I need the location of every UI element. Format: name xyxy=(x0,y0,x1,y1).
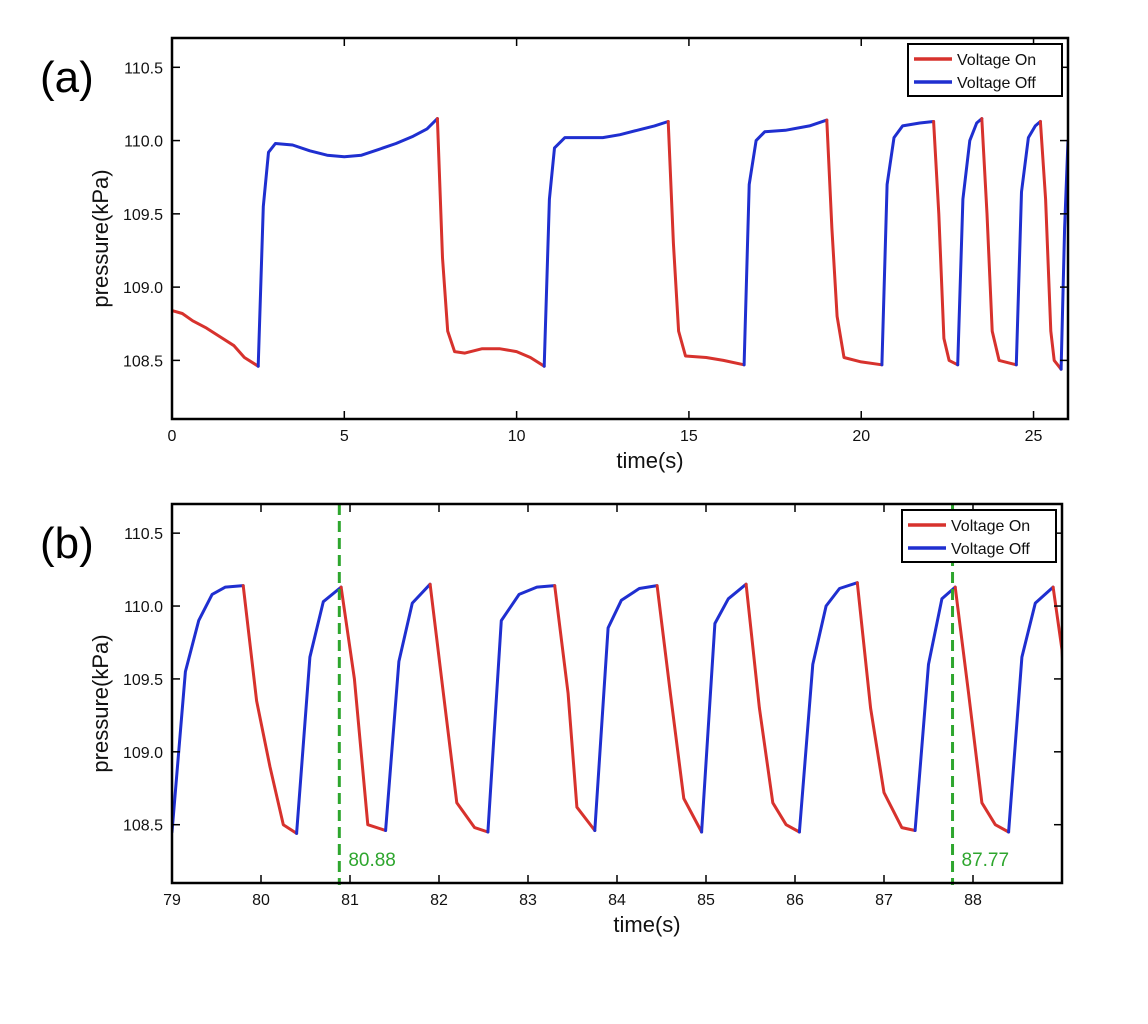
series-segment-off xyxy=(384,582,432,832)
series-segment-on xyxy=(953,585,1011,834)
legend-label: Voltage On xyxy=(957,52,1036,69)
y-tick-label: 110.0 xyxy=(124,134,163,151)
series-segment-on xyxy=(655,584,704,834)
x-tick-label: 25 xyxy=(1025,428,1043,445)
y-tick-label: 108.5 xyxy=(123,353,163,370)
legend-label: Voltage Off xyxy=(957,75,1036,92)
y-tick-label: 110.5 xyxy=(124,526,163,543)
x-axis-label: time(s) xyxy=(616,448,683,473)
x-tick-label: 5 xyxy=(340,428,349,445)
series-segment-off xyxy=(956,117,984,367)
x-tick-label: 83 xyxy=(519,892,537,909)
series-segment-on xyxy=(1051,585,1062,676)
x-axis-label: time(s) xyxy=(613,912,680,937)
series-segment-on xyxy=(339,585,388,832)
legend-box xyxy=(907,43,1063,97)
legend-box xyxy=(901,509,1057,563)
series-segment-on xyxy=(825,118,884,367)
series-segment-on xyxy=(980,117,1018,367)
x-tick-label: 20 xyxy=(852,428,870,445)
x-tick-label: 88 xyxy=(964,892,982,909)
series-lines xyxy=(172,117,1068,371)
series-segment-on xyxy=(932,120,960,367)
y-tick-label: 109.0 xyxy=(123,745,163,762)
series-segment-on xyxy=(1038,120,1063,371)
series-segment-on xyxy=(172,309,260,368)
series-segment-off xyxy=(880,120,936,367)
panel-label: (b) xyxy=(40,519,94,568)
x-tick-label: 79 xyxy=(163,892,181,909)
axes-frame xyxy=(170,36,1070,421)
y-tick-label: 109.0 xyxy=(123,280,163,297)
panel-label: (a) xyxy=(40,53,94,102)
series-segment-on xyxy=(744,582,801,834)
x-tick-label: 81 xyxy=(341,892,359,909)
series-segment-off xyxy=(797,581,859,834)
series-segment-off xyxy=(742,118,829,367)
panel-a-chart: 0 5 10 15 20 25 108.5 109.0 109.5 110.0 110.5 time(… xyxy=(40,36,1070,473)
series-segment-on xyxy=(553,584,597,832)
x-tick-label: 0 xyxy=(168,428,177,445)
y-tick-label: 108.5 xyxy=(123,818,163,835)
series-segment-on xyxy=(428,582,490,834)
x-tick-label: 85 xyxy=(697,892,715,909)
x-tick-label: 82 xyxy=(430,892,448,909)
y-tick-label: 110.0 xyxy=(124,599,163,616)
legend: Voltage On Voltage Off xyxy=(901,509,1057,563)
series-segment-off xyxy=(295,585,343,835)
series-segment-off xyxy=(1007,585,1055,834)
series-segment-on xyxy=(666,120,746,367)
time-marker-label: 80.88 xyxy=(348,850,396,871)
x-tick-label: 15 xyxy=(680,428,698,445)
series-segment-off xyxy=(172,584,245,834)
series-lines xyxy=(172,581,1062,835)
series-segment-off xyxy=(700,582,748,834)
series-segment-off xyxy=(542,120,670,368)
series-segment-on xyxy=(241,584,299,835)
x-tick-label: 84 xyxy=(608,892,626,909)
y-tick-label: 109.5 xyxy=(123,672,163,689)
series-segment-off xyxy=(1014,120,1042,367)
x-tick-label: 10 xyxy=(508,428,526,445)
y-axis-label: pressure(kPa) xyxy=(88,169,113,307)
series-segment-off xyxy=(256,117,439,368)
series-segment-off xyxy=(913,585,957,832)
time-marker-label: 87.77 xyxy=(962,850,1010,871)
x-tick-label: 87 xyxy=(875,892,893,909)
legend-label: Voltage On xyxy=(951,518,1030,535)
series-segment-on xyxy=(435,117,546,368)
x-tick-label: 80 xyxy=(252,892,270,909)
y-axis-label: pressure(kPa) xyxy=(88,634,113,772)
series-segment-on xyxy=(855,581,917,832)
series-segment-off xyxy=(593,584,659,832)
x-tick-label: 86 xyxy=(786,892,804,909)
series-segment-off xyxy=(486,584,557,834)
panel-b-chart: 80.88 87.77 79 80 81 82 83 84 85 86 87 88 108.5 109.0… xyxy=(40,502,1064,937)
legend: Voltage On Voltage Off xyxy=(907,43,1063,97)
legend-label: Voltage Off xyxy=(951,541,1030,558)
y-tick-label: 110.5 xyxy=(124,60,163,77)
y-tick-label: 109.5 xyxy=(123,207,163,224)
